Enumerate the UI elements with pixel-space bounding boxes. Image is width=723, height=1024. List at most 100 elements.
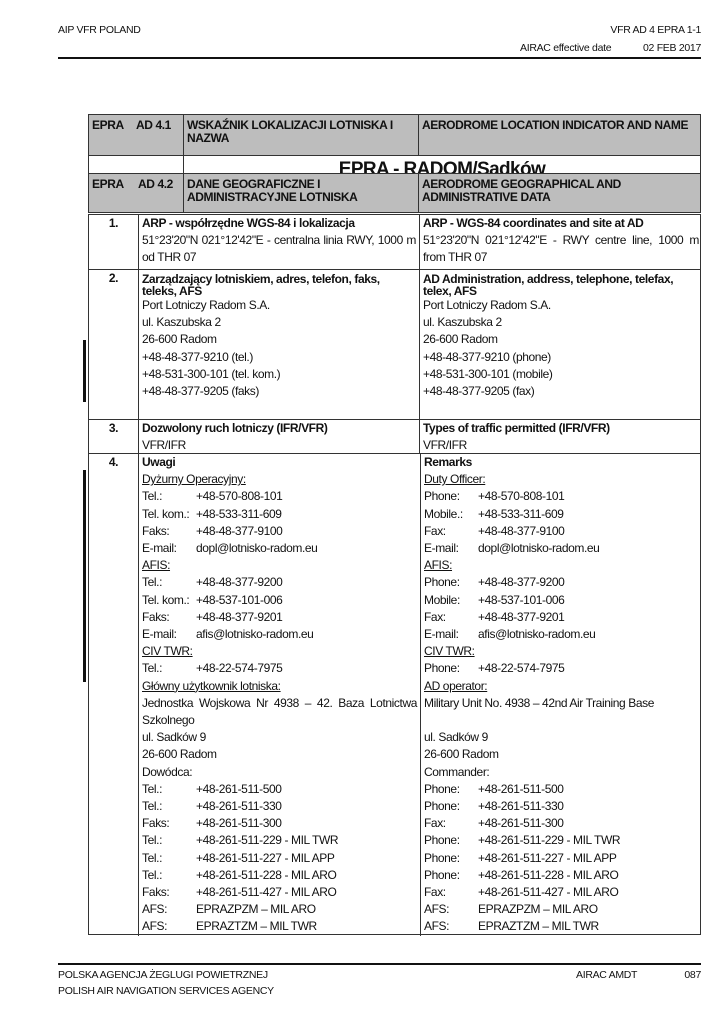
cell-pl: Dozwolony ruch lotniczy (IFR/VFR) VFR/IFR (138, 420, 419, 455)
contact-label: Fax: (424, 885, 446, 900)
remarks-line-en: Mobile: +48-537-101-006 (420, 591, 703, 609)
remarks-line-en: Fax: +48-261-511-300 (420, 815, 703, 833)
contact-label: E-mail: (424, 627, 459, 642)
row-title-pl: Zarządzający lotniskiem, adres, telefon,… (142, 272, 380, 298)
ad41-header: EPRA AD 4.1 WSKAŹNIK LOKALIZACJI LOTNISK… (89, 115, 700, 156)
section-heading: AFIS: (142, 558, 171, 573)
ad42-icao: EPRA (92, 177, 124, 191)
remarks-line-pl: Tel.: +48-22-574-7975 (139, 660, 420, 677)
remarks-line-pl: Jednostka Wojskowa Nr 4938 – 42. Baza Lo… (139, 695, 420, 729)
address-line: 26-600 Radom (142, 332, 217, 347)
remarks-line-pl: Główny użytkownik lotniska: (139, 678, 420, 695)
ad41-icao: EPRA (92, 118, 124, 132)
contact-value: +48-48-377-9100 (196, 523, 283, 538)
cell-pl: ARP - współrzędne WGS-84 i lokalizacja 51… (138, 215, 419, 269)
ad42-title-pl: DANE GEOGRAFICZNE I ADMINISTRACYJNE LOTN… (183, 174, 419, 212)
remarks-line-pl: Faks: +48-48-377-9201 (139, 609, 420, 626)
row-text-en: VFR/IFR (423, 438, 467, 453)
remarks-line-pl: Tel.: +48-48-377-9200 (139, 574, 420, 591)
contact-label: Tel.: (142, 661, 163, 676)
contact-label: Tel.: (142, 833, 163, 848)
remarks-line-pl: 26-600 Radom (139, 746, 420, 763)
remarks-line-pl: E-mail: dopl@lotnisko-radom.eu (139, 540, 420, 557)
remarks-line-en: Commander: (420, 763, 703, 781)
table-row-3: 3. Dozwolony ruch lotniczy (IFR/VFR) VFR/… (89, 419, 700, 455)
contact-value: EPRAZTZM – MIL TWR (478, 919, 599, 934)
contact-value: +48-261-511-228 - MIL ARO (478, 867, 619, 882)
contact-label: Tel.: (142, 489, 163, 504)
remarks-line-en: Duty Officer: (420, 471, 703, 489)
remarks-line-pl: Faks: +48-261-511-427 - MIL ARO (139, 884, 420, 901)
remarks-line-en: Phone: +48-48-377-9200 (420, 574, 703, 592)
remarks-line-en: ul. Sadków 9 (420, 729, 703, 747)
contact-label: Tel.: (142, 781, 163, 796)
row-text-en: 51°23'20"N 021°12'42"E - RWY centre line… (423, 233, 699, 265)
cell-pl: Zarządzający lotniskiem, adres, telefon,… (138, 270, 419, 419)
footer-amdt-label: AIRAC AMDT (576, 969, 638, 981)
effective-date: 02 FEB 2017 (643, 42, 701, 54)
remarks-line-en: Phone: +48-261-511-227 - MIL APP (420, 849, 703, 867)
remarks-line-pl: AFS: EPRAZTZM – MIL TWR (139, 918, 420, 935)
ad41-title-pl: WSKAŹNIK LOKALIZACJI LOTNISKA I NAZWA (183, 115, 419, 155)
contact-value: +48-261-511-330 (196, 799, 282, 814)
contact-label: Faks: (142, 885, 170, 900)
contact-label: Tel. kom.: (142, 506, 190, 521)
address-line: +48-531-300-101 (mobile) (423, 366, 553, 381)
contact-value: +48-22-574-7975 (196, 661, 283, 676)
contact-value: +48-261-511-427 - MIL ARO (196, 885, 337, 900)
section-heading: CIV TWR: (142, 644, 193, 659)
contact-value: afis@lotnisko-radom.eu (478, 627, 596, 642)
contact-value: +48-261-511-228 - MIL ARO (196, 867, 337, 882)
ad42-section: AD 4.2 (138, 177, 173, 191)
remarks-line-pl: Tel. kom.: +48-537-101-006 (139, 592, 420, 609)
remarks-line-en: Phone: +48-261-511-330 (420, 798, 703, 816)
contact-value: +48-48-377-9100 (478, 523, 565, 538)
remarks-line-en: E-mail: dopl@lotnisko-radom.eu (420, 540, 703, 558)
remarks-line-en: Phone: +48-261-511-500 (420, 780, 703, 799)
remarks-line-en: AFS: EPRAZPZM – MIL ARO (420, 901, 703, 919)
remarks-line-en: Fax: +48-48-377-9201 (420, 608, 703, 627)
remarks-line-en: AFIS: (420, 557, 703, 575)
remarks-line-pl: Tel.: +48-261-511-500 (139, 781, 420, 798)
footer-amdt-number: 087 (684, 969, 701, 981)
contact-label: Fax: (424, 609, 446, 624)
remarks-text: Commander: (424, 764, 490, 779)
remarks-line-pl: Tel.: +48-261-511-229 - MIL TWR (139, 832, 420, 849)
ad41-title-en: AERODROME LOCATION INDICATOR AND NAME (418, 115, 701, 155)
contact-value: afis@lotnisko-radom.eu (196, 627, 314, 642)
address-line: Port Lotniczy Radom S.A. (423, 298, 551, 312)
contact-label: E-mail: (424, 541, 459, 556)
contact-label: AFS: (142, 902, 168, 917)
address-line: ul. Kaszubska 2 (423, 315, 502, 330)
address-line: 26-600 Radom (423, 332, 498, 347)
remarks-line-pl: Faks: +48-261-511-300 (139, 815, 420, 832)
remarks-line-en: Fax: +48-48-377-9100 (420, 522, 703, 541)
row-number: 3. (108, 421, 119, 435)
contact-label: E-mail: (142, 541, 177, 556)
contact-value: +48-261-511-229 - MIL TWR (478, 833, 621, 848)
ad41-table: EPRA AD 4.1 WSKAŹNIK LOKALIZACJI LOTNISK… (88, 114, 701, 184)
contact-value: +48-261-511-300 (196, 816, 282, 831)
contact-value: +48-261-511-227 - MIL APP (196, 850, 335, 865)
remarks-line-pl: E-mail: afis@lotnisko-radom.eu (139, 626, 420, 643)
contact-value: +48-261-511-330 (478, 799, 564, 814)
contact-label: Phone: (424, 661, 460, 676)
contact-label: Tel.: (142, 850, 163, 865)
contact-label: Phone: (424, 489, 460, 504)
remarks-line-en: Fax: +48-261-511-427 - MIL ARO (420, 884, 703, 902)
change-bar (83, 470, 86, 682)
remarks-line-pl: ul. Sadków 9 (139, 729, 420, 746)
contact-value: +48-261-511-227 - MIL APP (478, 850, 617, 865)
contact-value: EPRAZTZM – MIL TWR (196, 919, 317, 934)
ad42-title-en: AERODROME GEOGRAPHICAL AND ADMINISTRATIV… (418, 174, 701, 212)
contact-label: Faks: (142, 523, 170, 538)
contact-value: +48-48-377-9200 (478, 575, 565, 590)
remarks-line-pl: AFIS: (139, 557, 420, 574)
remarks-text: 26-600 Radom (142, 747, 217, 762)
contact-label: Phone: (424, 867, 460, 882)
section-heading: Dyżurny Operacyjny: (142, 472, 246, 487)
remarks-line-pl: AFS: EPRAZPZM – MIL ARO (139, 901, 420, 918)
contact-label: Phone: (424, 833, 460, 848)
contact-label: Fax: (424, 816, 446, 831)
contact-label: Tel.: (142, 867, 163, 882)
